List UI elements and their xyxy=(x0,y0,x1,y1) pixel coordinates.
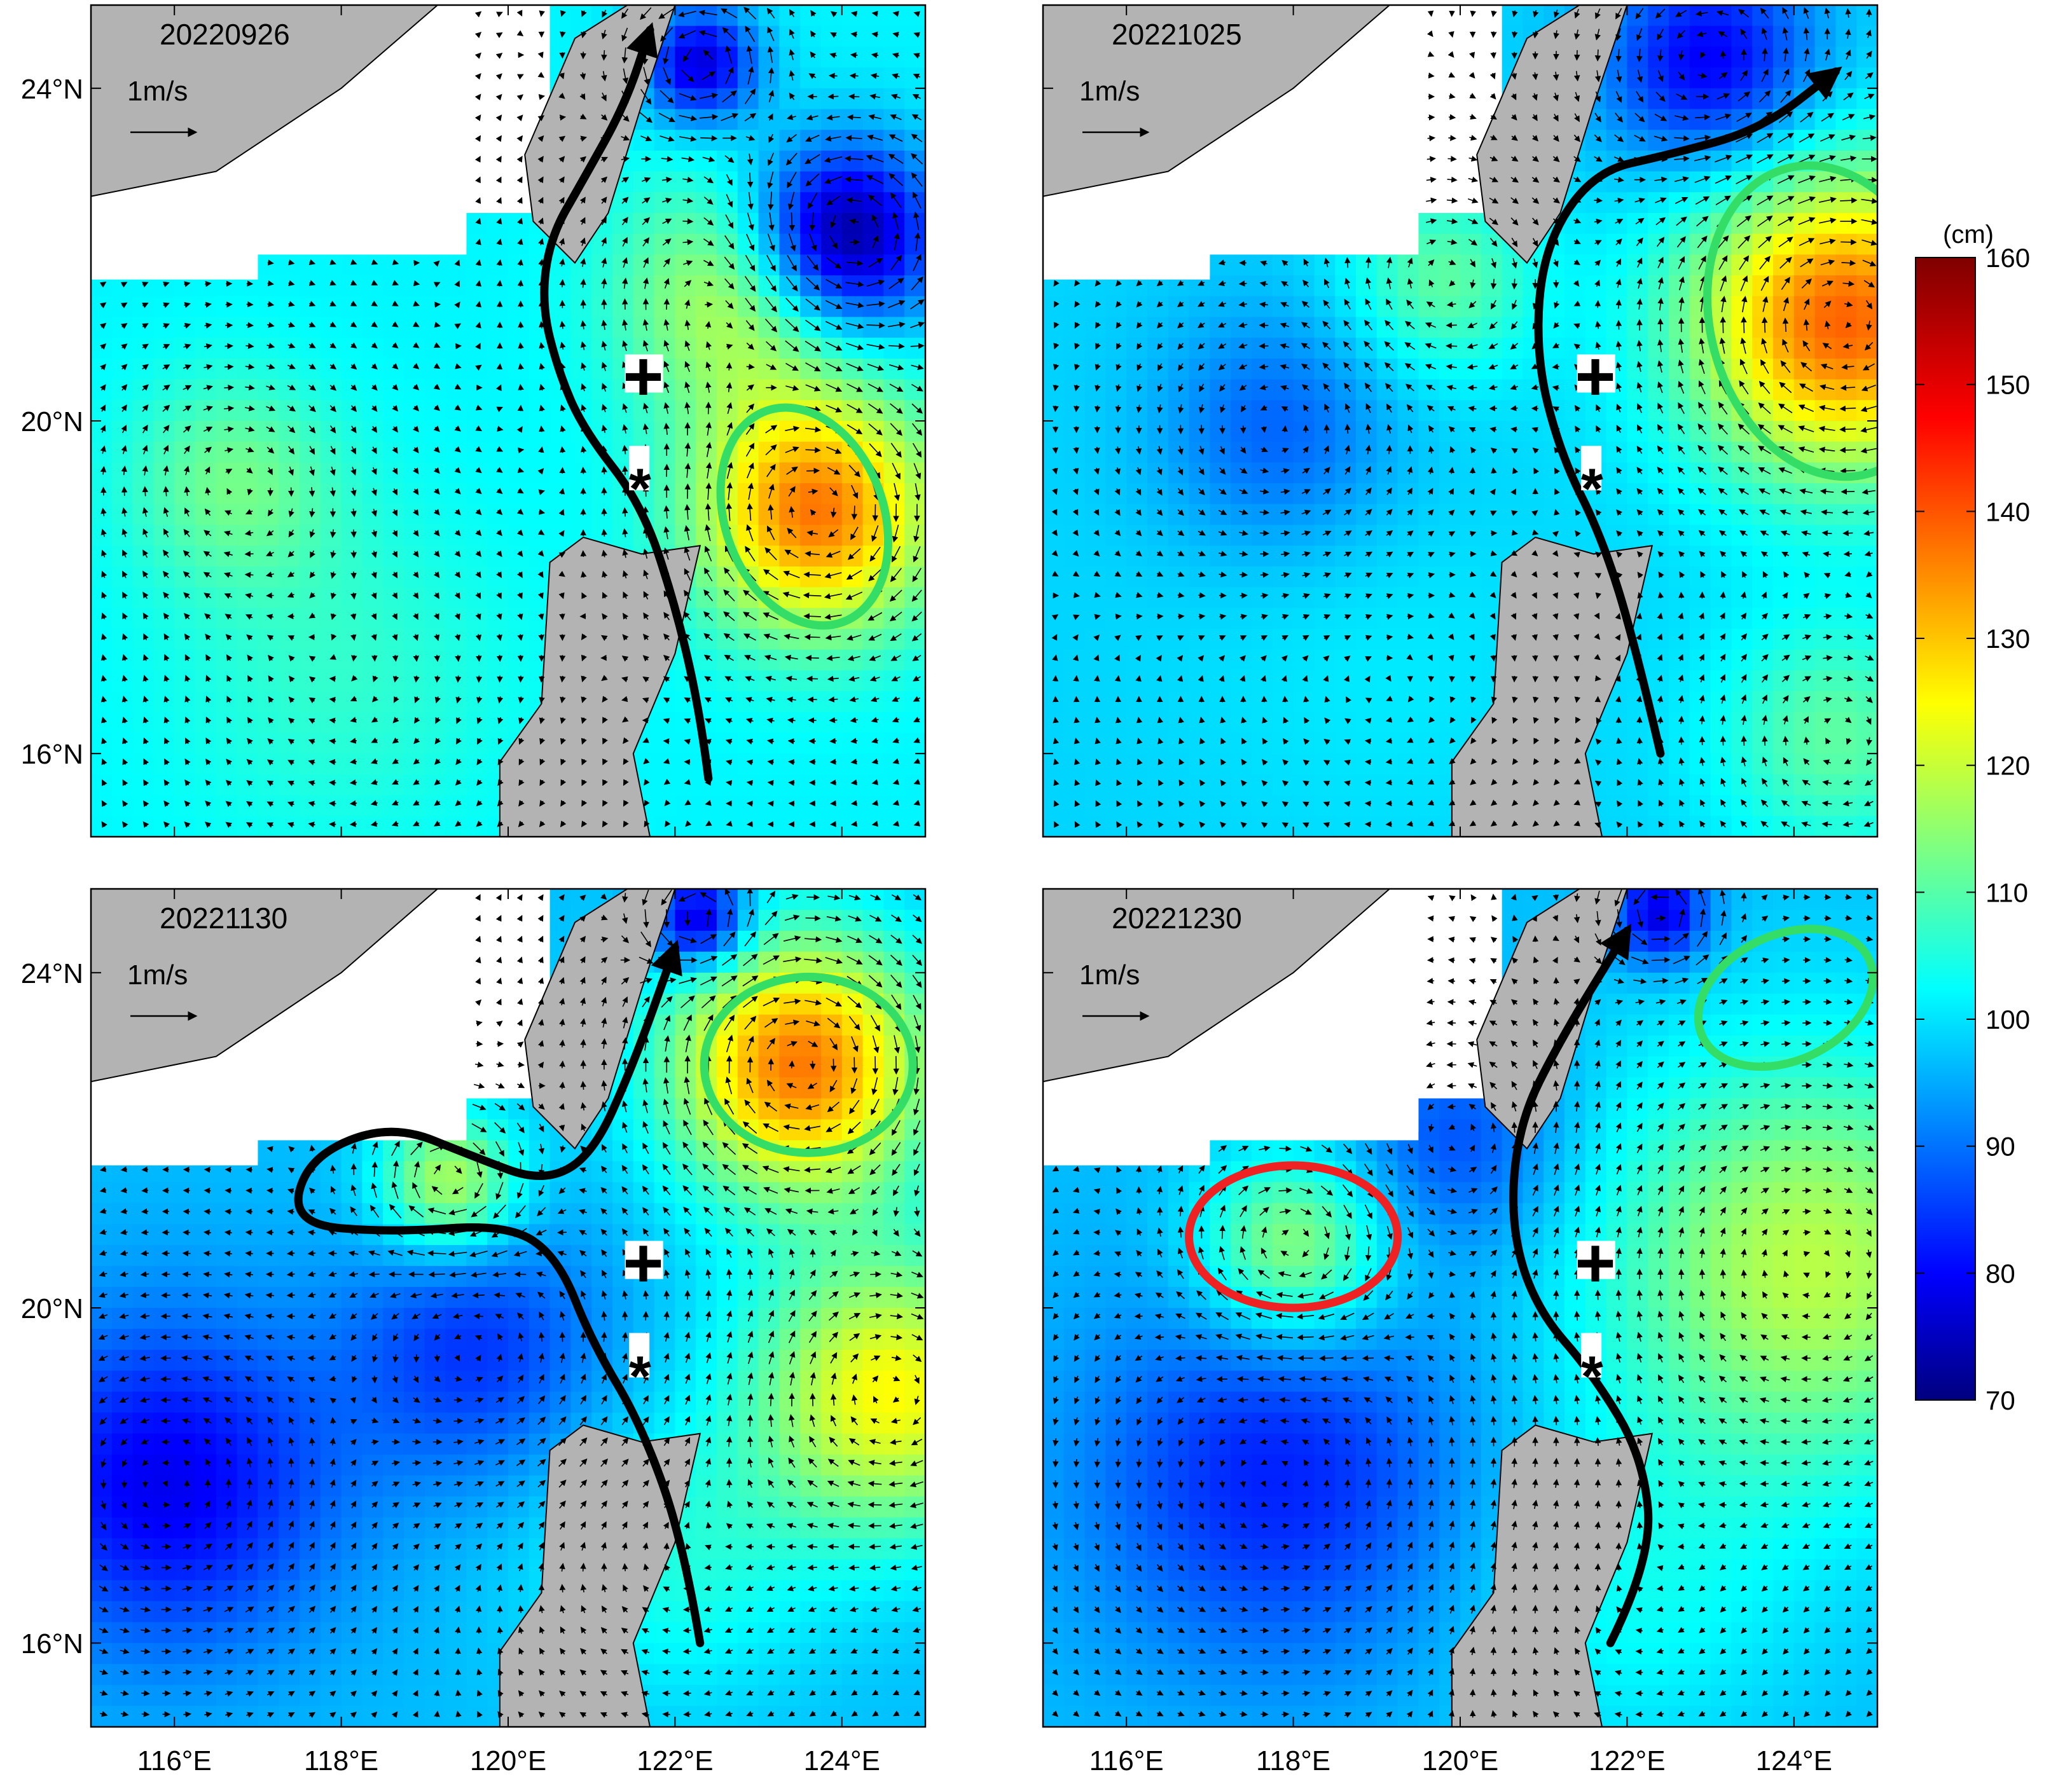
station-plus-marker: + xyxy=(623,337,663,415)
colorbar-tick-label: 160 xyxy=(1986,243,2030,273)
lat-tick-label: 16°N xyxy=(21,739,83,770)
panel-date-label: 20221025 xyxy=(1112,18,1242,51)
lon-tick-label: 124°E xyxy=(1756,1745,1832,1776)
lat-tick-label: 20°N xyxy=(21,406,83,437)
map-panel-2: + * 20221025 1m/s xyxy=(1042,4,1879,838)
colorbar-tick-label: 70 xyxy=(1986,1385,2015,1415)
colorbar-tick-label: 80 xyxy=(1986,1258,2015,1288)
panel-date-label: 20221130 xyxy=(160,902,287,935)
panel-date-label: 20220926 xyxy=(160,18,290,51)
lon-tick-label: 124°E xyxy=(804,1745,880,1776)
colorbar-tick-label: 120 xyxy=(1986,751,2030,781)
lat-tick-label: 16°N xyxy=(21,1628,83,1659)
lat-tick-label: 24°N xyxy=(21,74,83,105)
lon-tick-label: 118°E xyxy=(304,1745,378,1776)
colorbar-tick-label: 140 xyxy=(1986,497,2030,526)
colorbar-tick-label: 90 xyxy=(1986,1132,2015,1162)
velocity-scale-label: 1m/s xyxy=(1079,76,1140,107)
colorbar-tick-label: 130 xyxy=(1986,624,2030,654)
lon-tick-label: 122°E xyxy=(1589,1745,1665,1776)
colorbar-tick-label: 100 xyxy=(1986,1005,2030,1034)
lon-tick-label: 122°E xyxy=(637,1745,713,1776)
lat-tick-label: 24°N xyxy=(21,958,83,989)
lon-tick-label: 116°E xyxy=(1089,1745,1164,1776)
velocity-scale-label: 1m/s xyxy=(1079,959,1140,991)
lon-tick-label: 118°E xyxy=(1256,1745,1330,1776)
map-panel-3: + * 20221130 1m/s 24°N 20°N 16°N 116°E 118°E 120°… xyxy=(21,888,927,1776)
station-plus-marker: + xyxy=(1575,1224,1615,1302)
station-star-marker: * xyxy=(1581,1345,1603,1408)
colorbar-tick-label: 110 xyxy=(1986,877,2028,907)
panel-date-label: 20221230 xyxy=(1112,902,1242,935)
lon-tick-label: 120°E xyxy=(1422,1745,1498,1776)
station-plus-marker: + xyxy=(623,1224,663,1302)
colorbar-gradient xyxy=(1915,257,1976,1401)
map-panel-1: + * 20220926 1m/s 24°N 20°N 16°N xyxy=(21,4,927,838)
colorbar-tick-label: 150 xyxy=(1986,370,2030,400)
velocity-scale-label: 1m/s xyxy=(127,959,188,991)
lon-tick-label: 116°E xyxy=(137,1745,212,1776)
map-panel-4: + * 20221230 1m/s 116°E 118°E 120°E 122°E 124°E xyxy=(1042,888,1879,1776)
station-star-marker: * xyxy=(629,457,651,521)
lat-tick-label: 20°N xyxy=(21,1293,83,1324)
velocity-scale-label: 1m/s xyxy=(127,76,188,107)
station-star-marker: * xyxy=(1581,457,1603,521)
lon-tick-label: 120°E xyxy=(470,1745,546,1776)
station-plus-marker: + xyxy=(1575,337,1615,415)
station-star-marker: * xyxy=(629,1345,651,1408)
